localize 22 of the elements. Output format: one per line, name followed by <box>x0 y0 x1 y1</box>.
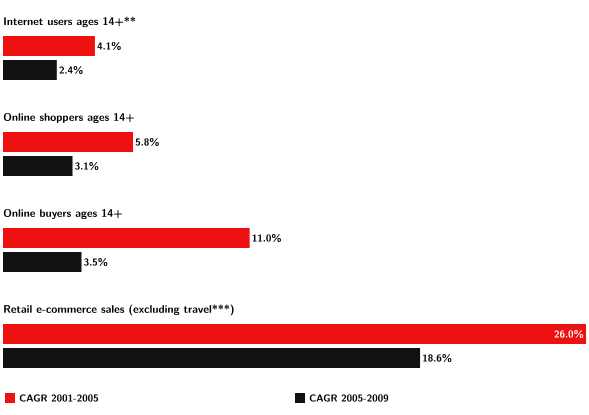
data-label: 18.6% <box>423 354 452 362</box>
y-tick-label: Retail e-commerce sales (excluding travel***) <box>4 304 234 316</box>
bar <box>3 36 95 56</box>
data-label: 3.1% <box>75 162 98 170</box>
legend-label: CAGR 2005-2009 <box>310 394 388 402</box>
data-label: 2.4% <box>59 66 83 74</box>
bar <box>3 252 82 272</box>
data-label: 3.5% <box>84 258 108 266</box>
data-label: 4.1% <box>97 42 121 50</box>
y-tick-label: Internet users ages 14+** <box>4 16 136 28</box>
data-label: 5.8% <box>136 138 159 146</box>
bar <box>3 156 73 176</box>
bar <box>3 324 586 344</box>
data-label: 26.0% <box>554 330 584 338</box>
bar <box>3 132 134 152</box>
data-label: 11.0% <box>252 234 281 242</box>
bar <box>3 348 420 368</box>
bar <box>3 60 57 80</box>
legend-label: CAGR 2001-2005 <box>20 394 98 402</box>
y-tick-label: Online shoppers ages 14+ <box>4 112 134 124</box>
bar <box>3 228 250 248</box>
y-tick-label: Online buyers ages 14+ <box>4 208 122 220</box>
